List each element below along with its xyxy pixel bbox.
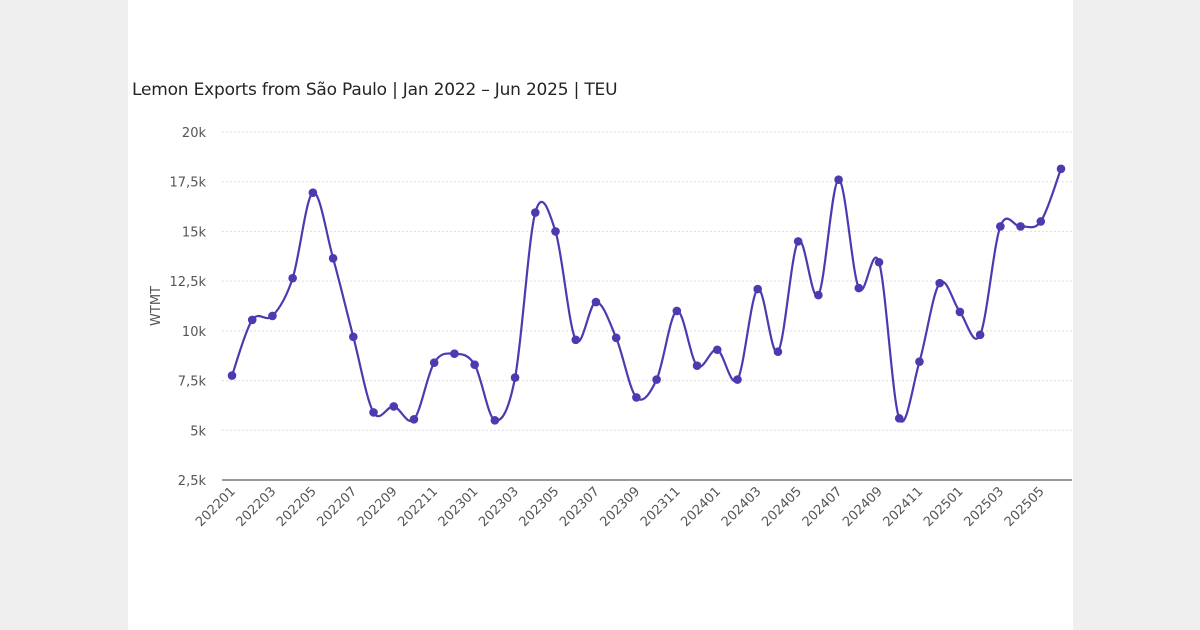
x-tick-label: 202203 — [234, 484, 280, 530]
x-tick-label: 202305 — [517, 484, 563, 530]
data-point — [1016, 222, 1025, 231]
data-point — [571, 335, 581, 345]
data-point — [247, 315, 257, 325]
series-line — [230, 168, 1063, 423]
data-point — [975, 330, 985, 340]
data-point — [1036, 217, 1046, 226]
data-point — [692, 361, 702, 370]
data-point — [955, 307, 965, 317]
x-tick-label: 202301 — [436, 484, 482, 530]
data-point — [996, 222, 1005, 231]
chart-card — [128, 0, 1073, 630]
x-tick-label: 202407 — [800, 484, 846, 530]
data-point — [753, 284, 763, 294]
data-point — [530, 208, 540, 217]
y-tick-label: 2,5k — [178, 474, 207, 489]
data-point — [308, 188, 318, 197]
data-point — [712, 345, 722, 355]
x-tick-label: 202311 — [638, 484, 684, 530]
data-point — [510, 373, 520, 382]
data-point — [632, 393, 641, 402]
y-tick-label: 10k — [182, 325, 207, 340]
x-tick-label: 202403 — [719, 484, 765, 530]
x-tick-label: 202205 — [274, 484, 320, 530]
x-tick-label: 202209 — [355, 484, 401, 530]
data-point — [733, 375, 742, 384]
x-tick-label: 202401 — [678, 484, 724, 530]
data-point — [1056, 164, 1066, 174]
x-tick-label: 202303 — [476, 484, 522, 530]
data-point — [773, 347, 783, 357]
x-tick-label: 202207 — [314, 484, 360, 530]
data-point — [328, 253, 338, 263]
data-point — [915, 357, 924, 366]
data-point — [793, 237, 803, 246]
x-tick-label: 202211 — [395, 484, 441, 530]
x-tick-label: 202201 — [193, 484, 239, 530]
x-tick-label: 202503 — [961, 484, 1007, 530]
data-point — [288, 273, 297, 283]
data-point — [429, 358, 439, 367]
data-point — [672, 306, 682, 316]
x-tick-label: 202411 — [881, 484, 927, 530]
chart-title: Lemon Exports from São Paulo | Jan 2022 … — [132, 80, 618, 100]
x-tick-label: 202409 — [840, 484, 886, 530]
data-point — [551, 227, 560, 236]
data-point — [591, 297, 601, 307]
y-tick-label: 20k — [182, 126, 207, 141]
data-point — [227, 371, 237, 380]
data-point — [874, 257, 884, 267]
data-point — [814, 290, 823, 300]
y-axis-label: WTMT — [149, 286, 164, 326]
data-point — [652, 375, 661, 384]
data-point — [409, 415, 419, 424]
data-point — [389, 402, 399, 411]
x-tick-label: 202501 — [921, 484, 967, 530]
y-tick-label: 5k — [190, 424, 206, 439]
x-tick-label: 202309 — [598, 484, 644, 530]
y-tick-label: 7,5k — [178, 375, 207, 390]
y-tick-label: 15k — [182, 225, 207, 240]
data-point — [490, 416, 500, 425]
data-point — [268, 311, 277, 321]
x-tick-label: 202505 — [1002, 484, 1048, 530]
y-tick-label: 17,5k — [170, 176, 207, 191]
data-point — [450, 349, 459, 359]
data-point — [470, 360, 479, 369]
data-point — [854, 283, 864, 293]
data-point — [349, 332, 358, 342]
data-point — [894, 414, 904, 423]
data-point — [834, 175, 843, 185]
data-point — [369, 408, 378, 417]
y-tick-label: 12,5k — [170, 275, 207, 290]
data-point — [611, 333, 621, 343]
data-point — [935, 278, 944, 288]
x-tick-label: 202307 — [557, 484, 603, 530]
x-tick-label: 202405 — [759, 484, 805, 530]
